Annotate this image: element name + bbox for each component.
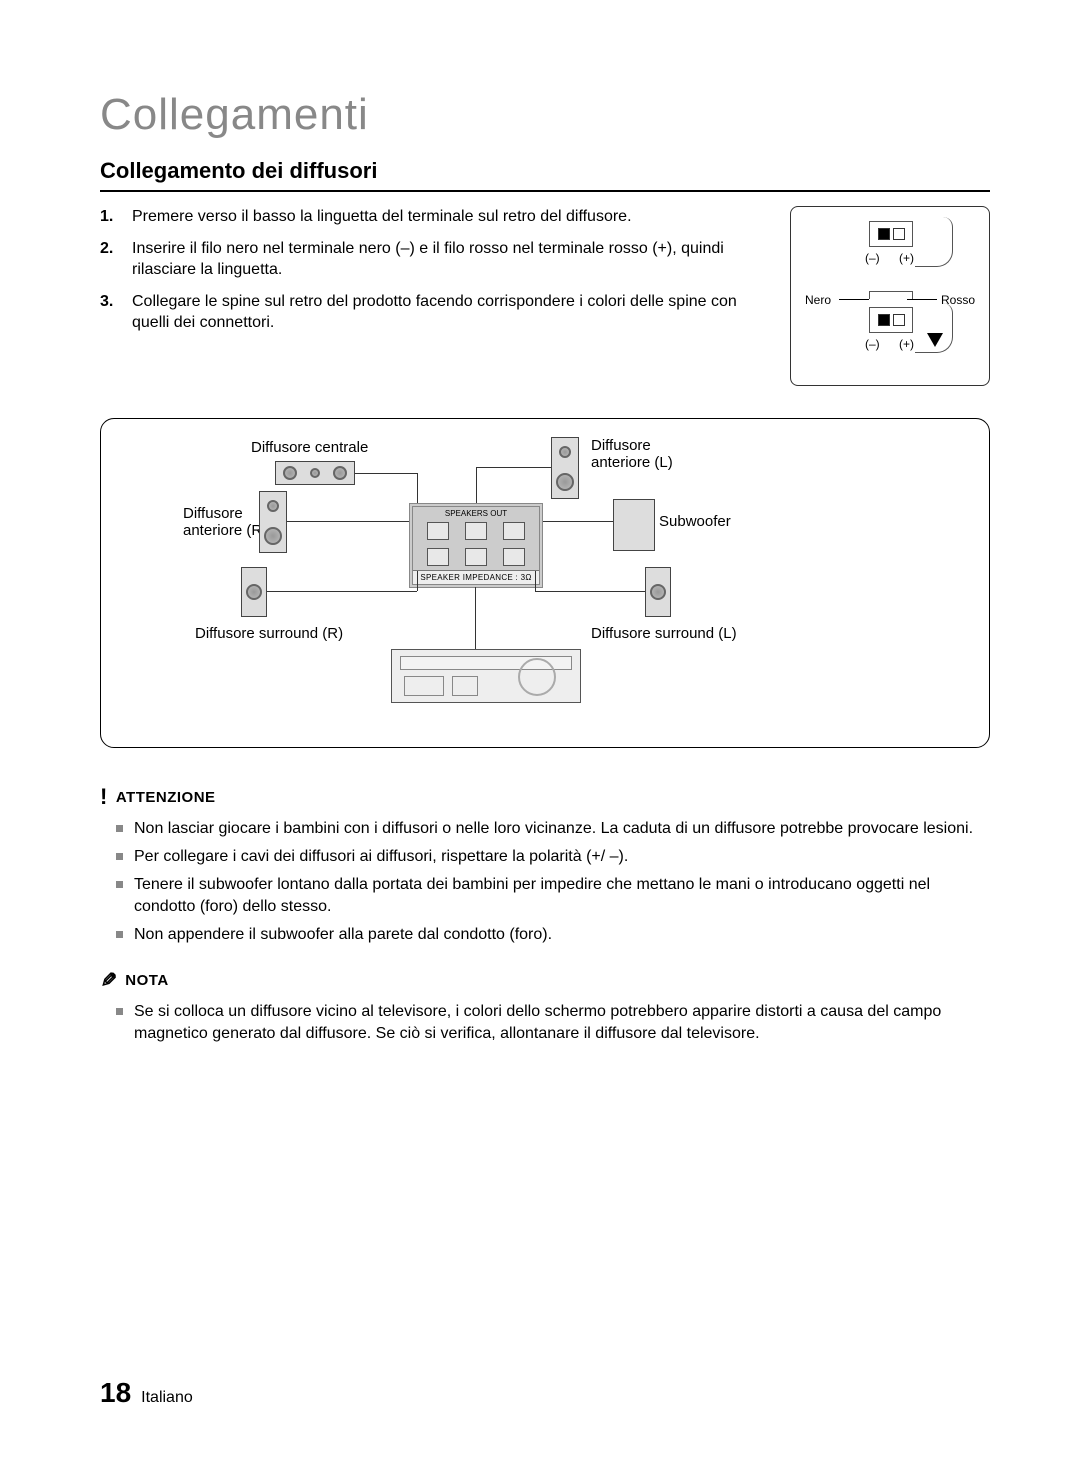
surround-l-box: [645, 567, 671, 617]
note-item: Se si colloca un diffusore vicino al tel…: [116, 1001, 990, 1045]
page-footer: 18 Italiano: [100, 1377, 193, 1409]
terminal-inset-figure: (–) (+) Nero Rosso (–) (+): [790, 206, 990, 386]
hand-icon: [915, 217, 953, 267]
center-speaker-box: [275, 461, 355, 485]
polarity-minus: (–): [865, 337, 880, 351]
attention-title: ! ATTENZIONE: [100, 784, 990, 810]
polarity-plus: (+): [899, 337, 914, 351]
instruction-item: 3.Collegare le spine sul retro del prodo…: [100, 291, 770, 334]
subwoofer-label: Subwoofer: [659, 513, 731, 530]
speaker-diagram: Diffusore centrale Diffusore anteriore (…: [100, 418, 990, 748]
note-title: ✎ NOTA: [100, 968, 990, 993]
instruction-text: Premere verso il basso la linguetta del …: [132, 206, 632, 228]
hub-row-2: [413, 544, 539, 570]
impedance-label: SPEAKER IMPEDANCE : 3Ω: [413, 570, 539, 584]
attention-item: Tenere il subwoofer lontano dalla portat…: [116, 874, 990, 918]
exclamation-icon: !: [100, 784, 108, 810]
attention-item: Non appendere il subwoofer alla parete d…: [116, 924, 990, 946]
page-title: Collegamenti: [100, 90, 990, 140]
nero-label: Nero: [805, 293, 831, 307]
terminal-top: [869, 221, 913, 247]
pencil-icon: ✎: [100, 968, 117, 993]
polarity-plus: (+): [899, 251, 914, 265]
speaker-hub: SPEAKERS OUT SPEAKER IMPEDANCE : 3Ω: [409, 503, 543, 588]
surround-r-box: [241, 567, 267, 617]
surround-l-label: Diffusore surround (L): [591, 625, 737, 642]
center-speaker-label: Diffusore centrale: [251, 439, 368, 456]
attention-item: Non lasciar giocare i bambini con i diff…: [116, 818, 990, 840]
terminal-bottom: [869, 307, 913, 333]
instruction-text: Collegare le spine sul retro del prodott…: [132, 291, 770, 334]
subwoofer-box: [613, 499, 655, 551]
attention-list: Non lasciar giocare i bambini con i diff…: [100, 818, 990, 946]
page-number: 18: [100, 1377, 131, 1409]
front-r-box: [259, 491, 287, 553]
front-l-box: [551, 437, 579, 499]
arrow-down-icon: [927, 333, 943, 347]
front-r-label: Diffusore anteriore (R): [183, 505, 267, 539]
instruction-list: 1.Premere verso il basso la linguetta de…: [100, 206, 770, 386]
note-list: Se si colloca un diffusore vicino al tel…: [100, 1001, 990, 1045]
hub-row-1: [413, 518, 539, 544]
receiver-unit: [391, 649, 581, 703]
surround-r-label: Diffusore surround (R): [195, 625, 343, 642]
content-row: 1.Premere verso il basso la linguetta de…: [100, 206, 990, 386]
hub-title: SPEAKERS OUT: [413, 507, 539, 518]
attention-block: ! ATTENZIONE Non lasciar giocare i bambi…: [100, 784, 990, 946]
front-l-label: Diffusore anteriore (L): [591, 437, 673, 471]
polarity-minus: (–): [865, 251, 880, 265]
note-block: ✎ NOTA Se si colloca un diffusore vicino…: [100, 968, 990, 1045]
instruction-item: 1.Premere verso il basso la linguetta de…: [100, 206, 770, 228]
instruction-item: 2.Inserire il filo nero nel terminale ne…: [100, 238, 770, 281]
attention-item: Per collegare i cavi dei diffusori ai di…: [116, 846, 990, 868]
section-title: Collegamento dei diffusori: [100, 158, 990, 192]
language-label: Italiano: [141, 1389, 193, 1407]
instruction-text: Inserire il filo nero nel terminale nero…: [132, 238, 770, 281]
